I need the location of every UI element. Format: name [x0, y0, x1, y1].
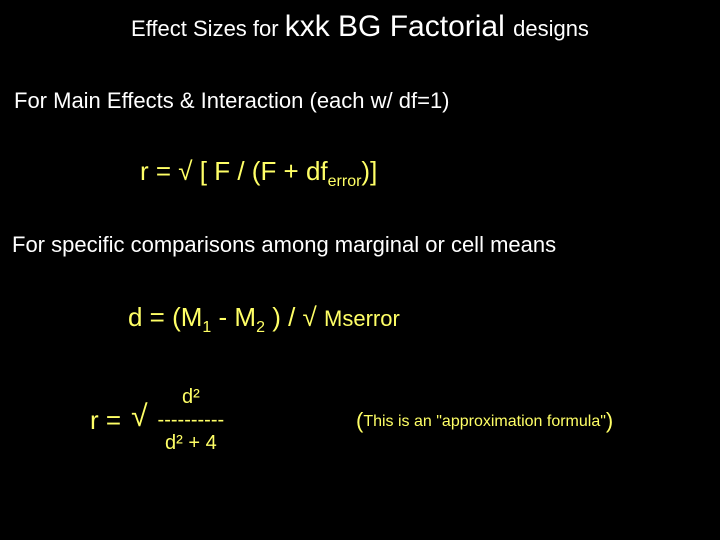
fraction: d² ---------- d² + 4: [158, 386, 225, 455]
formula-d-ms: Mserror: [324, 306, 400, 331]
formula-r2-lhs: r =: [90, 405, 121, 436]
formula-d-sub1: 1: [202, 319, 211, 336]
title-post: designs: [513, 16, 589, 41]
title-kxk: kxk BG Factorial: [285, 10, 513, 43]
fraction-den: d² + 4: [165, 432, 217, 455]
fraction-divider: ----------: [158, 409, 225, 432]
main-effects-heading: For Main Effects & Interaction (each w/ …: [14, 88, 450, 114]
slide-title: Effect Sizes for kxk BG Factorial design…: [0, 10, 720, 44]
sqrt-icon: √: [131, 402, 147, 440]
title-pre: Effect Sizes for: [131, 16, 285, 41]
formula-d-mid1: - M: [211, 302, 256, 332]
formula-r-from-d: r = √ d² ---------- d² + 4: [90, 386, 224, 455]
formula-d: d = (M1 - M2 ) / √ Mserror: [128, 302, 400, 337]
specific-comparisons-heading: For specific comparisons among marginal …: [12, 232, 556, 258]
slide: Effect Sizes for kxk BG Factorial design…: [0, 0, 720, 540]
formula-r-lhs: r = √ [ F / (F + df: [140, 156, 328, 186]
formula-d-mid2: ) / √: [265, 302, 324, 332]
fraction-num: d²: [182, 386, 200, 409]
formula-r-rhs: )]: [361, 156, 377, 186]
formula-d-sub2: 2: [256, 319, 265, 336]
note-close-paren: ): [606, 408, 613, 433]
formula-d-lhs: d = (M: [128, 302, 202, 332]
formula-r-main: r = √ [ F / (F + dferror)]: [140, 156, 377, 191]
note-body: This is an "approximation formula": [363, 413, 606, 430]
approximation-note: (This is an "approximation formula"): [356, 408, 613, 434]
formula-r-sub: error: [328, 173, 362, 190]
